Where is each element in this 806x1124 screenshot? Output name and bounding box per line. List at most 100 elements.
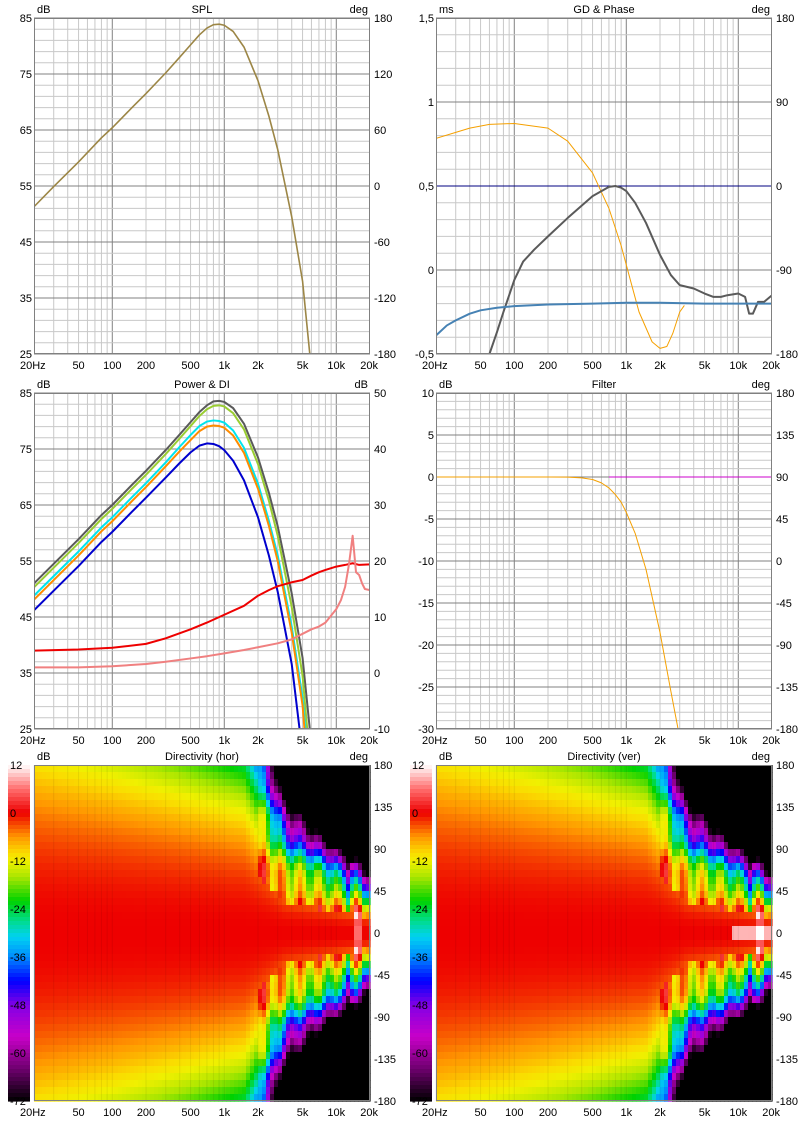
heatmap-cell <box>58 793 63 801</box>
heatmap-cell <box>194 1094 199 1102</box>
heatmap-cell <box>142 940 147 948</box>
heatmap-cell <box>472 842 477 850</box>
heatmap-cell <box>322 1059 327 1067</box>
heatmap-cell <box>306 765 311 773</box>
heatmap-cell <box>218 891 223 899</box>
heatmap-cell <box>138 793 143 801</box>
heatmap-cell <box>46 1080 51 1088</box>
heatmap-cell <box>202 1024 207 1032</box>
heatmap-cell <box>86 989 91 997</box>
heatmap-cell <box>78 870 83 878</box>
heatmap-cell <box>282 1031 287 1039</box>
heatmap-cell <box>334 786 339 794</box>
heatmap-cell <box>234 1024 239 1032</box>
heatmap-cell <box>142 842 147 850</box>
heatmap-cell <box>94 933 99 941</box>
heatmap-cell <box>318 1010 323 1018</box>
heatmap-cell <box>444 814 449 822</box>
heatmap-cell <box>468 1038 473 1046</box>
heatmap-cell <box>298 919 303 927</box>
heatmap-cell <box>362 926 367 934</box>
heatmap-cell <box>42 1080 47 1088</box>
heatmap-cell <box>226 1003 231 1011</box>
heatmap-cell <box>110 898 115 906</box>
heatmap-cell <box>330 1003 335 1011</box>
heatmap-cell <box>262 1031 267 1039</box>
heatmap-cell <box>218 1003 223 1011</box>
heatmap-cell <box>154 1066 159 1074</box>
heatmap-cell <box>134 1059 139 1067</box>
heatmap-cell <box>170 996 175 1004</box>
heatmap-cell <box>238 940 243 948</box>
heatmap-cell <box>222 954 227 962</box>
heatmap-cell <box>274 898 279 906</box>
heatmap-cell <box>452 828 457 836</box>
heatmap-cell <box>218 1094 223 1102</box>
y-right-unit-label: deg <box>350 4 368 16</box>
colorbar-swatch <box>8 829 30 834</box>
heatmap-cell <box>210 863 215 871</box>
heatmap-cell <box>230 1073 235 1081</box>
heatmap-cell <box>222 807 227 815</box>
heatmap-cell <box>62 1031 67 1039</box>
x-tick-label: 200 <box>539 735 557 747</box>
heatmap-cell <box>158 940 163 948</box>
heatmap-cell <box>338 1010 343 1018</box>
heatmap-cell <box>42 1052 47 1060</box>
heatmap-cell <box>282 849 287 857</box>
heatmap-cell <box>150 821 155 829</box>
heatmap-cell <box>302 905 307 913</box>
heatmap-cell <box>286 1066 291 1074</box>
heatmap-cell <box>314 891 319 899</box>
heatmap-cell <box>186 1052 191 1060</box>
heatmap-cell <box>198 947 203 955</box>
heatmap-cell <box>78 891 83 899</box>
heatmap-cell <box>66 772 71 780</box>
heatmap-cell <box>110 947 115 955</box>
heatmap-cell <box>338 947 343 955</box>
x-tick-label: 500 <box>181 735 199 747</box>
heatmap-cell <box>448 1024 453 1032</box>
heatmap-cell <box>146 968 151 976</box>
heatmap-cell <box>142 1073 147 1081</box>
heatmap-cell <box>266 891 271 899</box>
heatmap-cell <box>186 954 191 962</box>
heatmap-cell <box>86 870 91 878</box>
heatmap-cell <box>306 779 311 787</box>
heatmap-cell <box>186 800 191 808</box>
heatmap-cell <box>278 996 283 1004</box>
heatmap-cell <box>266 807 271 815</box>
heatmap-cell <box>170 947 175 955</box>
heatmap-cell <box>162 1045 167 1053</box>
heatmap-cell <box>468 849 473 857</box>
heatmap-cell <box>448 807 453 815</box>
heatmap-cell <box>318 1073 323 1081</box>
heatmap-cell <box>166 1017 171 1025</box>
heatmap-cell <box>254 1003 259 1011</box>
heatmap-cell <box>118 1017 123 1025</box>
heatmap-cell <box>226 989 231 997</box>
heatmap-cell <box>54 996 59 1004</box>
heatmap-cell <box>194 1024 199 1032</box>
heatmap-cell <box>206 779 211 787</box>
heatmap-cell <box>468 877 473 885</box>
heatmap-cell <box>250 912 255 920</box>
heatmap-cell <box>146 1066 151 1074</box>
heatmap-cell <box>202 905 207 913</box>
heatmap-cell <box>286 961 291 969</box>
heatmap-cell <box>130 793 135 801</box>
heatmap-cell <box>366 1066 371 1074</box>
heatmap-cell <box>190 772 195 780</box>
heatmap-cell <box>282 828 287 836</box>
heatmap-cell <box>158 863 163 871</box>
heatmap-cell <box>218 912 223 920</box>
heatmap-cell <box>82 800 87 808</box>
heatmap-cell <box>226 898 231 906</box>
heatmap-cell <box>158 1052 163 1060</box>
heatmap-cell <box>170 863 175 871</box>
heatmap-cell <box>250 835 255 843</box>
heatmap-cell <box>306 1094 311 1102</box>
heatmap-cell <box>94 1045 99 1053</box>
heatmap-cell <box>114 765 119 773</box>
heatmap-cell <box>90 996 95 1004</box>
